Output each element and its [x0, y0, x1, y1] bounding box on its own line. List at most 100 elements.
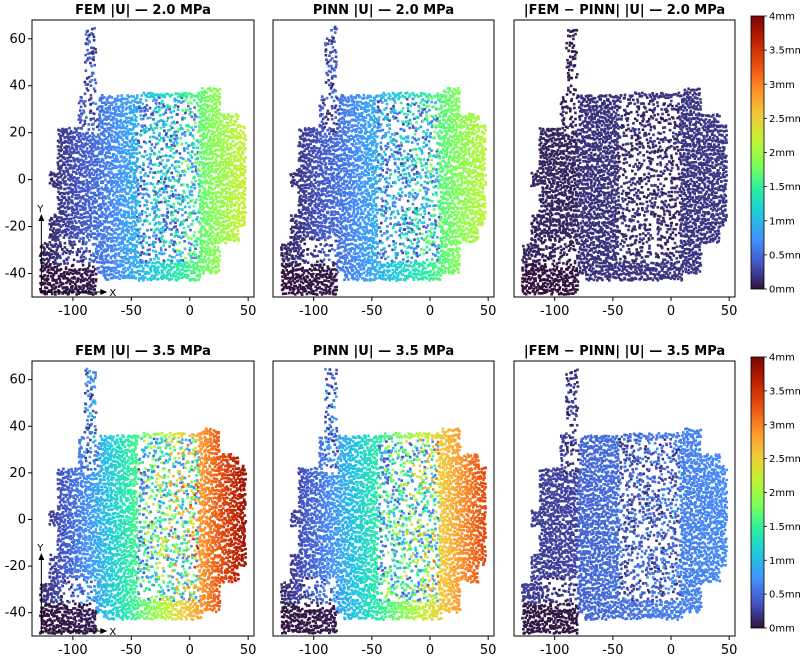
data-point [361, 262, 364, 266]
data-point [119, 188, 122, 192]
data-point [75, 225, 79, 229]
data-point [163, 180, 166, 184]
data-point [191, 252, 195, 256]
data-point [120, 147, 124, 150]
data-point [110, 148, 113, 151]
data-point [57, 244, 60, 247]
data-point [94, 242, 97, 246]
data-point [172, 219, 175, 223]
data-point [171, 163, 174, 167]
data-point [90, 74, 94, 78]
data-point [125, 153, 129, 156]
data-point [84, 142, 88, 145]
data-point [121, 220, 124, 223]
data-point [110, 136, 113, 140]
data-point [135, 209, 138, 212]
data-point [92, 219, 96, 223]
data-point [75, 148, 79, 151]
data-point [280, 283, 284, 287]
data-point [237, 221, 241, 225]
data-point [241, 157, 244, 161]
data-point [76, 158, 79, 162]
data-point [201, 249, 204, 253]
data-point [357, 270, 360, 273]
data-point [78, 200, 82, 203]
data-point [115, 133, 119, 136]
data-point [115, 240, 118, 243]
data-point [202, 152, 205, 156]
data-point [131, 108, 135, 112]
data-point [164, 187, 168, 191]
data-point [173, 99, 177, 103]
data-point [87, 75, 91, 79]
data-point [92, 137, 96, 141]
data-point [170, 116, 174, 119]
data-point [82, 111, 86, 114]
data-point [386, 276, 390, 280]
data-point [162, 241, 166, 244]
data-point [218, 87, 222, 91]
data-point [126, 267, 130, 270]
data-point [131, 245, 135, 248]
data-point [73, 158, 76, 162]
data-point [158, 139, 161, 142]
data-point [59, 175, 62, 179]
data-point [443, 269, 447, 273]
data-point [351, 263, 354, 267]
data-point [143, 105, 147, 109]
data-point [102, 229, 105, 233]
data-point [140, 264, 143, 268]
data-point [197, 255, 201, 258]
data-point [61, 209, 65, 213]
data-point [228, 224, 232, 228]
data-point [164, 133, 168, 137]
data-point [223, 196, 227, 199]
data-point [105, 163, 108, 166]
data-point [148, 243, 151, 247]
data-point [216, 185, 220, 189]
data-point [68, 242, 72, 245]
data-point [221, 216, 224, 220]
data-point [174, 92, 178, 95]
data-point [172, 265, 176, 269]
data-point [128, 190, 132, 193]
data-point [168, 94, 172, 97]
data-point [94, 206, 97, 209]
data-point [153, 268, 156, 271]
data-point [88, 40, 91, 44]
data-point [314, 285, 317, 289]
data-point [82, 236, 85, 240]
data-point [89, 278, 93, 282]
data-point [441, 251, 445, 255]
data-point [82, 286, 85, 290]
data-point [161, 234, 164, 238]
data-point [198, 163, 201, 167]
data-point [74, 151, 78, 155]
data-point [224, 227, 228, 231]
data-point [61, 163, 65, 167]
data-point [59, 187, 63, 190]
data-point [162, 113, 165, 116]
data-point [109, 161, 113, 165]
data-point [302, 277, 305, 281]
data-point [187, 92, 191, 95]
data-point [144, 199, 148, 202]
data-point [222, 137, 226, 141]
data-point [86, 167, 89, 171]
data-point [156, 191, 159, 195]
data-point [136, 94, 139, 97]
data-point [233, 164, 236, 168]
data-point [143, 124, 146, 127]
data-point [404, 252, 408, 256]
data-point [227, 237, 231, 241]
data-point [143, 183, 146, 186]
data-point [133, 232, 136, 235]
data-point [229, 118, 233, 122]
data-point [241, 172, 244, 176]
data-point [106, 248, 109, 251]
data-point [89, 191, 93, 195]
y-tick-label: -40 [5, 267, 26, 282]
data-point [98, 169, 102, 173]
data-point [84, 42, 88, 45]
data-point [107, 194, 110, 198]
